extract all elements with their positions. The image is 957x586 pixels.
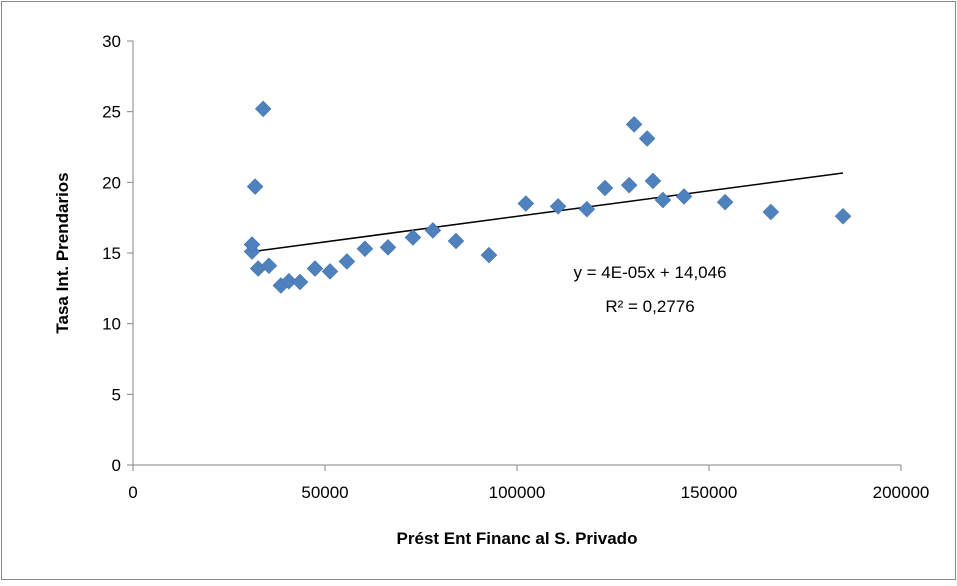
data-point xyxy=(356,240,374,258)
data-point xyxy=(480,246,498,264)
x-tick-label: 50000 xyxy=(301,483,348,502)
data-point xyxy=(716,193,734,211)
x-tick-label: 150000 xyxy=(681,483,738,502)
data-point xyxy=(424,222,442,239)
data-point xyxy=(321,263,339,280)
y-tick-label: 30 xyxy=(102,32,121,51)
data-point xyxy=(517,195,535,212)
data-point xyxy=(596,179,614,197)
data-point xyxy=(254,100,272,118)
data-point xyxy=(638,130,656,147)
y-tick-label: 0 xyxy=(112,456,121,475)
trend-equation: y = 4E-05x + 14,046 xyxy=(573,263,726,282)
data-point xyxy=(243,236,261,253)
data-point xyxy=(654,191,672,209)
trendline xyxy=(251,172,844,253)
y-axis-label: Tasa Int. Prendarios xyxy=(53,172,72,333)
y-tick-label: 15 xyxy=(102,244,121,263)
data-point xyxy=(834,207,852,225)
data-point xyxy=(306,260,324,277)
data-point xyxy=(644,172,662,190)
data-point xyxy=(280,272,298,290)
data-point xyxy=(246,178,264,195)
y-tick-label: 5 xyxy=(112,385,121,404)
data-point xyxy=(404,229,422,246)
x-tick-label: 100000 xyxy=(489,483,546,502)
data-point xyxy=(620,176,638,194)
data-point xyxy=(675,188,693,205)
data-point xyxy=(260,257,278,275)
data-point xyxy=(762,203,780,221)
x-axis-label: Prést Ent Financ al S. Privado xyxy=(397,529,638,548)
data-point xyxy=(549,198,567,215)
y-tick-label: 25 xyxy=(102,103,121,122)
x-tick-label: 0 xyxy=(128,483,137,502)
y-tick-label: 20 xyxy=(102,173,121,192)
data-point xyxy=(578,200,596,218)
data-point xyxy=(379,238,397,256)
y-tick-label: 10 xyxy=(102,315,121,334)
data-point xyxy=(291,273,309,291)
data-point xyxy=(338,253,356,270)
data-point xyxy=(447,232,465,250)
trend-r2: R² = 0,2776 xyxy=(605,297,694,316)
x-tick-label: 200000 xyxy=(873,483,930,502)
data-point xyxy=(625,116,643,133)
